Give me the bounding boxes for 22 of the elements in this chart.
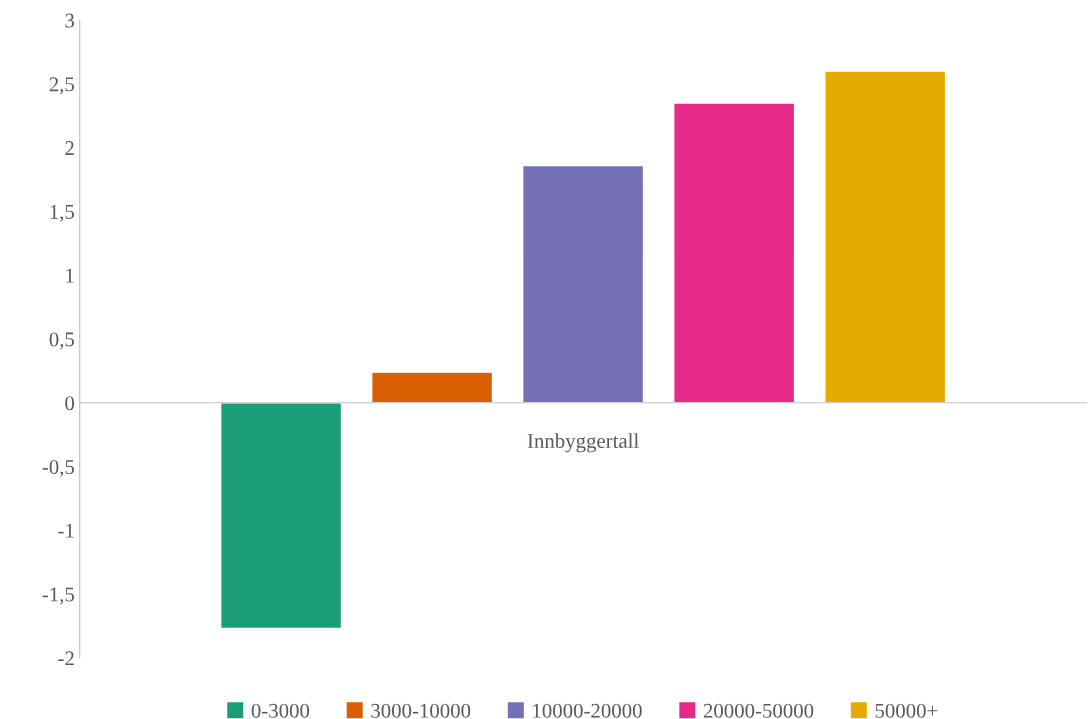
y-tick-label: -1 xyxy=(58,523,74,538)
legend-label: 10000-20000 xyxy=(533,703,642,718)
bar xyxy=(370,371,494,404)
legend-label: 50000+ xyxy=(875,703,938,718)
y-tick-label: 2,5 xyxy=(49,77,75,95)
y-tick-label: -0,5 xyxy=(42,459,75,477)
bar xyxy=(522,164,645,404)
legend-label: 0-3000 xyxy=(251,703,310,718)
bar xyxy=(219,402,343,630)
legend-label: 20000-50000 xyxy=(703,703,814,718)
y-tick-label: 3 xyxy=(65,13,75,28)
y-tick-label: -2 xyxy=(58,651,74,666)
legend-label: 3000-10000 xyxy=(371,703,471,718)
bar xyxy=(824,70,947,404)
y-tick-label: 2 xyxy=(65,141,74,155)
bar xyxy=(673,102,796,404)
y-tick-label: 0 xyxy=(65,396,75,411)
y-tick-label: 0,5 xyxy=(49,332,75,350)
y-tick-label: 1 xyxy=(66,268,74,283)
x-tick-label: Innbyggertall xyxy=(527,433,639,453)
y-tick-label: -1,5 xyxy=(42,587,75,605)
y-tick-label: 1,5 xyxy=(50,204,75,222)
